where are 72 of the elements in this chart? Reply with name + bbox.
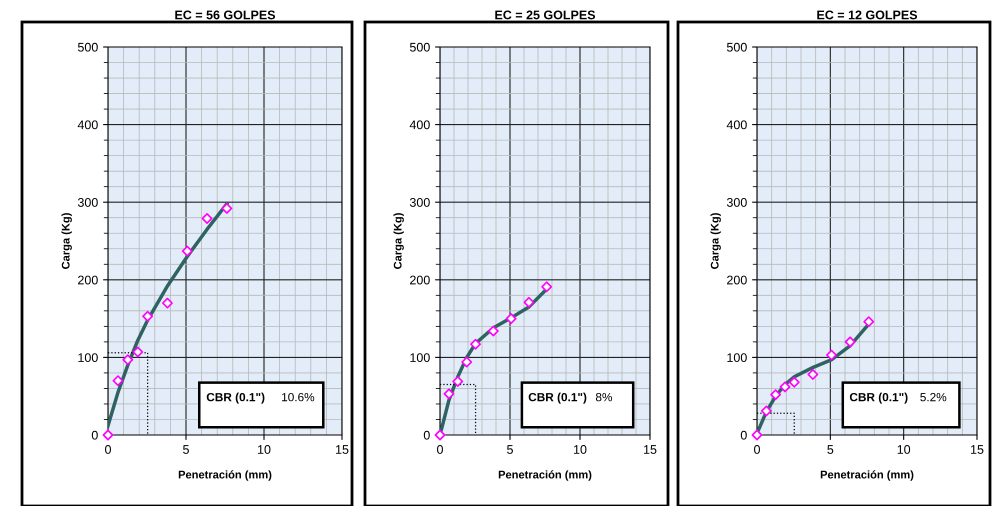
y-tick-label: 300 [410,198,430,207]
x-axis-title: Penetración (mm) [178,470,272,481]
x-tick-label: 5 [183,445,189,454]
y-tick-label: 100 [410,353,430,362]
x-axis-title: Penetración (mm) [820,470,914,481]
point [523,296,534,308]
point [221,202,232,214]
point [541,281,552,292]
point [770,389,782,400]
x-tick-label: 0 [437,445,443,454]
point [752,430,762,440]
annotation: CBR (0.1") [850,392,908,404]
y-tick-label: 100 [78,353,98,362]
annotation: CBR (0.1") [528,392,586,404]
chart-title: EC = 56 GOLPES [175,10,276,20]
y-tick-label: 0 [740,430,747,440]
y-tick-label: 400 [78,120,98,130]
y-axis-title: Carga (Kg) [61,213,72,269]
y-tick-label: 400 [726,120,747,130]
y-axis-title: Carga (Kg) [393,213,404,269]
point [112,375,124,386]
point [788,376,800,388]
y-tick-label: 200 [78,276,98,284]
annotation: 8% [596,392,612,402]
annotation: 5.2% [920,392,946,402]
x-tick-label: 15 [336,445,348,454]
point [202,213,212,224]
x-tick-label: 10 [898,445,910,454]
x-tick-label: 10 [258,445,270,454]
point [132,346,144,358]
y-tick-label: 300 [78,198,98,207]
point [470,338,481,350]
point [444,388,454,400]
y-tick-label: 0 [424,430,430,440]
point [760,406,772,416]
y-tick-label: 500 [726,42,747,52]
point [162,298,173,309]
y-tick-label: 0 [92,430,98,440]
x-axis-title: Penetración (mm) [498,470,592,481]
point [488,326,499,336]
point [807,369,818,380]
point [461,356,472,368]
x-tick-label: 15 [971,445,984,454]
x-tick-label: 0 [754,445,760,454]
y-tick-label: 400 [410,120,430,130]
y-tick-label: 500 [78,42,98,52]
point [452,376,464,387]
point [844,336,856,348]
point [780,381,790,392]
point [434,430,446,440]
point [826,350,837,361]
x-tick-label: 5 [827,445,834,454]
x-tick-label: 15 [644,445,656,454]
point [102,430,114,440]
point [142,310,154,322]
y-tick-label: 300 [726,198,747,207]
x-tick-label: 5 [507,445,513,454]
y-tick-label: 200 [727,276,747,284]
chart-title: EC = 25 GOLPES [495,10,596,20]
point [182,246,193,257]
point [506,313,517,324]
y-tick-label: 200 [410,276,430,284]
x-tick-label: 0 [105,445,111,454]
y-tick-label: 100 [727,353,747,362]
y-tick-label: 500 [410,42,430,52]
annotation: 10.6% [282,392,314,402]
annotation: CBR (0.1") [206,392,264,404]
x-tick-label: 10 [574,445,586,454]
y-axis-title: Carga (Kg) [710,213,721,269]
chart-title: EC = 12 GOLPES [817,10,918,20]
point [122,354,134,366]
point [863,316,874,328]
